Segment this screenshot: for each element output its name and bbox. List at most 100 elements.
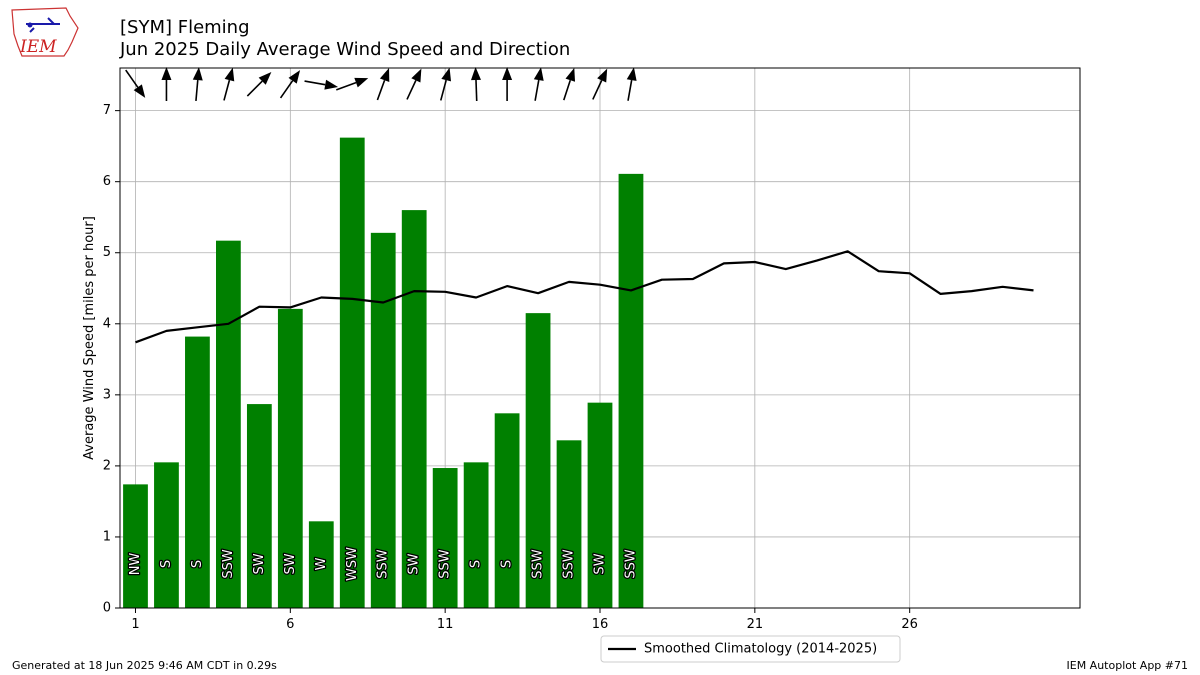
y-tick-label: 1 [103,529,111,544]
arrow-shaft [246,80,263,97]
legend-box [600,635,901,663]
wind-speed-bar [401,210,427,608]
direction-label: SSW [221,549,236,579]
arrow-shaft [406,80,417,100]
direction-arrow [406,68,422,100]
arrow-head [379,68,390,82]
x-tick-label: 6 [286,617,294,632]
direction-arrow [376,68,390,101]
wind-speed-bar [618,173,644,609]
bars [123,137,644,609]
arrow-head [324,79,339,90]
x-tick-label: 1 [131,617,139,632]
direction-label: NW [128,553,143,576]
wind-speed-bar [432,468,458,608]
arrow-head [565,67,576,82]
logo-text: IEM [19,37,57,57]
arrow-head [411,68,422,83]
direction-label: SW [252,553,267,574]
direction-label: SSW [562,549,577,579]
wind-speed-bar [277,308,303,608]
direction-label: S [500,560,515,568]
y-tick-label: 3 [103,387,111,402]
arrow-head [161,67,172,80]
wind-speed-bar [556,440,582,608]
y-tick-label: 0 [103,601,111,616]
direction-arrow [336,77,369,91]
arrow-head [470,67,481,81]
wind-speed-bar [154,462,179,608]
direction-label: SSW [438,549,453,579]
direction-label: SW [593,553,608,574]
arrow-head [597,68,608,83]
y-tick-label: 2 [103,458,111,473]
arrow-shaft [475,79,478,102]
y-tick-label: 6 [103,174,111,189]
direction-label: SSW [623,549,638,579]
arrow-shaft [279,80,294,99]
x-tick-label: 11 [437,617,454,632]
direction-label: S [469,560,484,568]
arrow-head [502,67,513,80]
direction-label: WSW [345,547,360,581]
arrow-shaft [376,79,386,101]
climatology-line [135,250,1034,344]
direction-arrow [626,67,637,101]
direction-arrows [125,67,637,102]
direction-label: SSW [531,549,546,579]
direction-arrow [563,67,576,101]
direction-label: W [314,557,329,570]
direction-arrow [125,69,146,98]
direction-label: S [159,560,174,568]
arrow-head [224,67,235,82]
direction-arrow [279,70,301,99]
arrow-shaft [534,79,540,101]
arrow-head [288,70,301,84]
legend-label: Smoothed Climatology (2014-2025) [644,642,877,657]
wind-speed-bar [463,462,489,608]
arrow-shaft [439,79,447,101]
direction-arrow [161,67,172,101]
direction-arrow [304,79,339,90]
direction-arrow [246,71,272,97]
arrow-shaft [223,79,231,101]
wind-speed-bar [494,413,520,608]
direction-label: S [190,560,205,568]
chart-title: [SYM] Fleming [120,17,250,38]
wind-speed-bar [216,240,241,608]
wind-speed-bar [370,232,396,608]
wind-speed-bar [339,137,365,608]
footer-generated: Generated at 18 Jun 2025 9:46 AM CDT in … [12,659,277,672]
arrow-head [133,84,146,98]
x-tick-label: 16 [592,617,609,632]
direction-labels: NW S S SSW SW SW W WSW SSW SW SSW S S SSW SSW SW SSW [127,546,640,583]
y-tick-label: 4 [103,316,111,331]
wind-speed-bar [587,402,613,608]
direction-arrow [502,67,513,101]
direction-arrow [592,68,608,100]
arrow-head [441,67,452,82]
y-axis-label: Average Wind Speed [miles per hour] [82,216,97,460]
climatology-line-layer [135,250,1034,344]
direction-arrow [470,67,481,102]
arrow-shaft [592,80,603,100]
direction-label: SW [407,553,422,574]
wind-speed-bar [525,313,551,608]
wind-speed-bar [123,484,148,608]
arrow-head [258,71,272,85]
direction-arrow [223,67,235,101]
direction-arrow [439,67,452,101]
arrow-shaft [563,79,572,101]
wind-speed-bar [246,404,272,608]
arrow-head [354,77,369,88]
wind-speed-bar [308,521,334,608]
arrow-head [533,67,544,81]
arrow-shaft [304,80,326,86]
arrow-shaft [195,79,199,102]
direction-label: SSW [376,549,391,579]
chart-subtitle: Jun 2025 Daily Average Wind Speed and Di… [120,39,571,60]
iem-logo: IEM [11,7,79,57]
direction-arrow [533,67,544,101]
